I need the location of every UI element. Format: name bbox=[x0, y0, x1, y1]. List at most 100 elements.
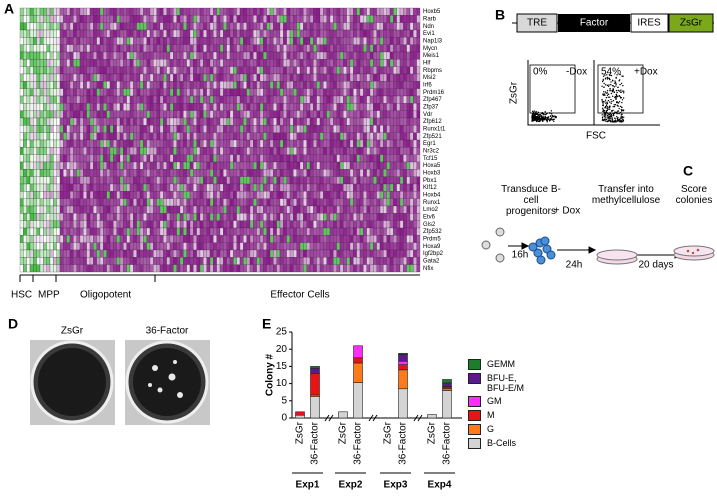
heatmap-cell bbox=[326, 264, 331, 273]
heatmap-cell bbox=[163, 37, 167, 45]
heatmap-cell bbox=[403, 169, 407, 177]
heatmap-cell bbox=[373, 15, 377, 23]
heatmap-cell bbox=[196, 88, 201, 97]
heatmap-cell bbox=[279, 29, 284, 38]
heatmap-cell bbox=[336, 51, 341, 60]
heatmap-cell bbox=[256, 213, 261, 221]
heatmap-cell bbox=[79, 205, 84, 214]
heatmap-cell bbox=[373, 198, 377, 207]
heatmap-cell bbox=[309, 176, 314, 185]
heatmap-cell bbox=[193, 191, 197, 199]
heatmap-cell bbox=[206, 169, 211, 177]
heatmap-cell bbox=[309, 147, 314, 155]
heatmap-cell bbox=[216, 205, 221, 214]
flow-dot bbox=[616, 115, 618, 118]
heatmap-cell bbox=[36, 154, 41, 163]
heatmap-cell bbox=[156, 154, 161, 163]
heatmap-cell bbox=[223, 242, 227, 251]
heatmap-cell bbox=[59, 22, 64, 31]
heatmap-cell bbox=[383, 7, 387, 16]
heatmap-cell bbox=[389, 264, 394, 273]
heatmap-cell bbox=[356, 95, 361, 104]
heatmap-cell bbox=[249, 264, 254, 273]
axis-break bbox=[372, 414, 378, 422]
heatmap-cell bbox=[106, 154, 111, 163]
heatmap-cell bbox=[289, 73, 294, 82]
heatmap-cell bbox=[403, 29, 407, 38]
heatmap-cell bbox=[416, 191, 421, 199]
heatmap-cell bbox=[233, 205, 237, 214]
heatmap-cell bbox=[149, 110, 154, 119]
flow-dot bbox=[621, 99, 624, 101]
heatmap-cell bbox=[403, 235, 407, 243]
heatmap-cell bbox=[339, 51, 344, 60]
heatmap-cell bbox=[393, 117, 397, 126]
heatmap-cell bbox=[329, 15, 334, 23]
heatmap-cell bbox=[199, 227, 204, 236]
heatmap-cell bbox=[46, 73, 51, 82]
heatmap-cell bbox=[83, 220, 87, 229]
heatmap-cell bbox=[313, 242, 317, 251]
heatmap-cell bbox=[216, 235, 221, 243]
flow-dot bbox=[621, 90, 624, 92]
heatmap-cell bbox=[33, 22, 37, 31]
heatmap-cell bbox=[23, 242, 27, 251]
flow-dot bbox=[606, 92, 609, 94]
heatmap-cell bbox=[146, 161, 151, 170]
gene-label: Hlf bbox=[423, 61, 431, 67]
heatmap-cell bbox=[236, 37, 241, 45]
heatmap-cell bbox=[293, 176, 297, 185]
heatmap-cell bbox=[269, 161, 274, 170]
heatmap-cell bbox=[289, 66, 294, 75]
heatmap-cell bbox=[116, 169, 121, 177]
y-tick-label: 10 bbox=[276, 378, 288, 389]
heatmap-cell bbox=[313, 44, 317, 53]
heatmap-cell bbox=[33, 95, 37, 104]
heatmap-cell bbox=[309, 198, 314, 207]
heatmap-cell bbox=[209, 264, 214, 273]
heatmap-cell bbox=[263, 249, 267, 258]
heatmap-cell bbox=[23, 183, 27, 192]
heatmap-cell bbox=[176, 147, 181, 155]
heatmap-cell bbox=[86, 205, 91, 214]
heatmap-cell bbox=[209, 257, 214, 265]
heatmap-cell bbox=[236, 110, 241, 119]
heatmap-cell bbox=[266, 227, 271, 236]
heatmap-cell bbox=[143, 125, 147, 133]
heatmap-cell bbox=[173, 183, 177, 192]
heatmap-cell bbox=[56, 198, 61, 207]
heatmap-cell bbox=[206, 125, 211, 133]
heatmap-cell bbox=[176, 125, 181, 133]
heatmap-cell bbox=[159, 161, 164, 170]
heatmap-cell bbox=[183, 235, 187, 243]
heatmap-cell bbox=[339, 88, 344, 97]
heatmap-cell bbox=[386, 59, 391, 67]
heatmap-cell bbox=[123, 227, 127, 236]
heatmap-cell bbox=[353, 22, 357, 31]
heatmap-cell bbox=[329, 59, 334, 67]
flow-dot bbox=[617, 110, 619, 112]
heatmap-cell bbox=[93, 147, 97, 155]
heatmap-cell bbox=[236, 73, 241, 82]
gene-label: Pbx1 bbox=[423, 178, 437, 184]
heatmap-cell bbox=[176, 29, 181, 38]
heatmap-cell bbox=[379, 81, 384, 89]
heatmap-cell bbox=[126, 169, 131, 177]
heatmap-cell bbox=[46, 110, 51, 119]
heatmap-cell bbox=[139, 117, 144, 126]
heatmap-cell bbox=[139, 183, 144, 192]
heatmap-cell bbox=[73, 257, 77, 265]
heatmap-cell bbox=[106, 117, 111, 126]
heatmap-cell bbox=[316, 59, 321, 67]
heatmap-cell bbox=[379, 191, 384, 199]
heatmap-cell bbox=[53, 88, 57, 97]
heatmap-cell bbox=[83, 169, 87, 177]
heatmap-cell bbox=[36, 95, 41, 104]
heatmap-cell bbox=[413, 242, 417, 251]
heatmap-cell bbox=[149, 220, 154, 229]
heatmap-cell bbox=[139, 161, 144, 170]
heatmap-cell bbox=[23, 81, 27, 89]
heatmap-cell bbox=[416, 205, 421, 214]
heatmap-cell bbox=[59, 110, 64, 119]
heatmap-cell bbox=[163, 15, 167, 23]
